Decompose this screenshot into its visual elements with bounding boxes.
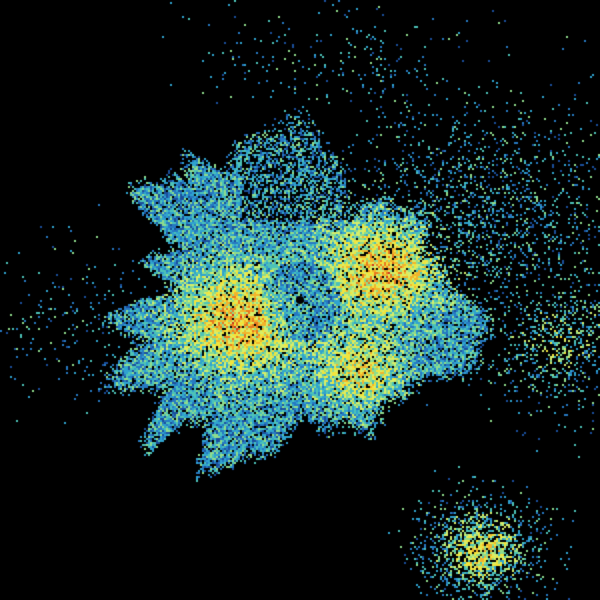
radar-image (0, 0, 600, 600)
